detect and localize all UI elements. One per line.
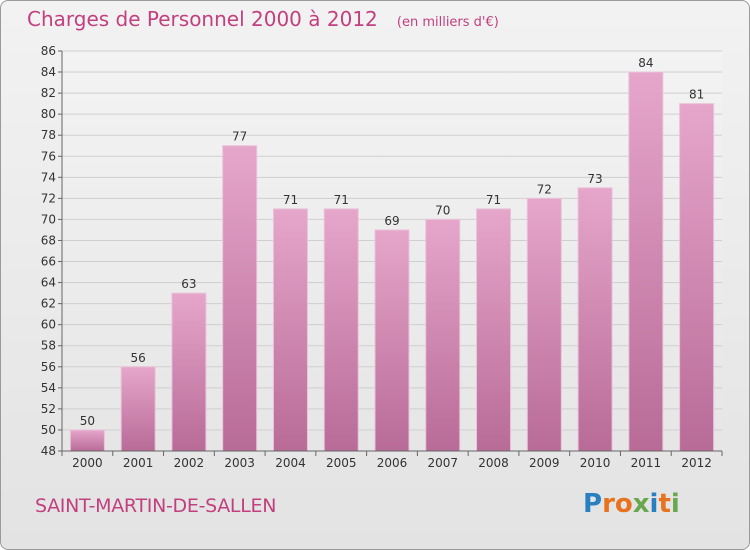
x-tick-label-2000: 2000 (72, 456, 103, 470)
x-tick-label-2009: 2009 (529, 456, 560, 470)
data-label-2001: 56 (131, 351, 146, 365)
bar-2007 (425, 218, 461, 452)
x-tick-label-2002: 2002 (174, 456, 205, 470)
y-tick-label: 84 (41, 65, 56, 79)
brand-letter: i (670, 489, 680, 519)
x-tick-label-2007: 2007 (427, 456, 458, 470)
x-tick-label-2012: 2012 (681, 456, 712, 470)
bar-2011 (628, 71, 664, 452)
data-label-2003: 77 (232, 130, 247, 144)
bar-2008 (476, 208, 512, 452)
bar-2004 (272, 208, 308, 452)
y-tick-label: 76 (41, 149, 56, 163)
bar-2003 (222, 145, 258, 452)
y-tick-label: 66 (41, 255, 56, 269)
data-labels: 50 56 63 77 71 71 69 70 71 72 73 84 81 (80, 56, 705, 428)
y-tick-label: 52 (41, 402, 56, 416)
brand-letter: i (649, 489, 659, 519)
x-tick-label-2008: 2008 (478, 456, 509, 470)
x-tick-label-2004: 2004 (275, 456, 306, 470)
y-axis: 48 50 52 54 56 58 60 62 64 66 68 70 72 74 76 78 80 82 84 86 (41, 44, 63, 458)
data-label-2012: 81 (689, 88, 704, 102)
brand-letter: P (583, 489, 603, 519)
x-tick-label-2010: 2010 (580, 456, 611, 470)
y-tick-label: 54 (41, 381, 56, 395)
brand-letter: r (602, 489, 615, 519)
y-tick-label: 86 (41, 44, 56, 58)
data-label-2009: 72 (537, 182, 552, 196)
bar-2010 (577, 187, 613, 452)
data-label-2006: 69 (384, 214, 399, 228)
y-tick-label: 62 (41, 297, 56, 311)
y-tick-label: 78 (41, 128, 56, 142)
y-tick-label: 48 (41, 444, 56, 458)
bar-2009 (526, 197, 562, 452)
y-tick-label: 60 (41, 318, 56, 332)
brand-letter: x (632, 489, 650, 519)
y-tick-label: 82 (41, 86, 56, 100)
data-label-2005: 71 (334, 193, 349, 207)
bar-2006 (374, 229, 410, 452)
data-label-2002: 63 (181, 277, 196, 291)
y-tick-label: 74 (41, 170, 56, 184)
x-tick-label-2006: 2006 (377, 456, 408, 470)
y-tick-label: 70 (41, 212, 56, 226)
chart-title: Charges de Personnel 2000 à 2012 (27, 7, 378, 31)
bar-2012 (679, 103, 715, 452)
y-tick-label: 72 (41, 191, 56, 205)
y-tick-label: 80 (41, 107, 56, 121)
y-tick-label: 50 (41, 423, 56, 437)
x-axis: 2000 2001 2002 2003 2004 2005 2006 2007 2008 2009… (61, 450, 723, 470)
data-label-2011: 84 (638, 56, 653, 70)
brand-letter: o (614, 489, 633, 519)
brand-logo: Proxiti (583, 489, 680, 519)
commune-name: SAINT-MARTIN-DE-SALLEN (35, 495, 277, 517)
x-tick-label-2003: 2003 (224, 456, 255, 470)
bar-2002 (171, 292, 207, 452)
x-tick-label-2011: 2011 (631, 456, 662, 470)
data-label-2008: 71 (486, 193, 501, 207)
x-tick-label-2005: 2005 (326, 456, 357, 470)
y-tick-label: 64 (41, 276, 56, 290)
y-tick-label: 68 (41, 233, 56, 247)
brand-letter: t (658, 489, 671, 519)
bars (69, 71, 715, 452)
y-tick-label: 56 (41, 360, 56, 374)
data-label-2000: 50 (80, 414, 95, 428)
bar-2005 (323, 208, 359, 452)
bar-2001 (120, 366, 156, 452)
y-tick-label: 58 (41, 339, 56, 353)
data-label-2010: 73 (587, 172, 602, 186)
title-row: Charges de Personnel 2000 à 2012 (en mil… (27, 7, 499, 31)
data-label-2004: 71 (283, 193, 298, 207)
chart-unit: (en milliers d'€) (396, 15, 499, 30)
bar-2000 (69, 429, 105, 452)
data-label-2007: 70 (435, 203, 450, 217)
x-tick-label-2001: 2001 (123, 456, 154, 470)
